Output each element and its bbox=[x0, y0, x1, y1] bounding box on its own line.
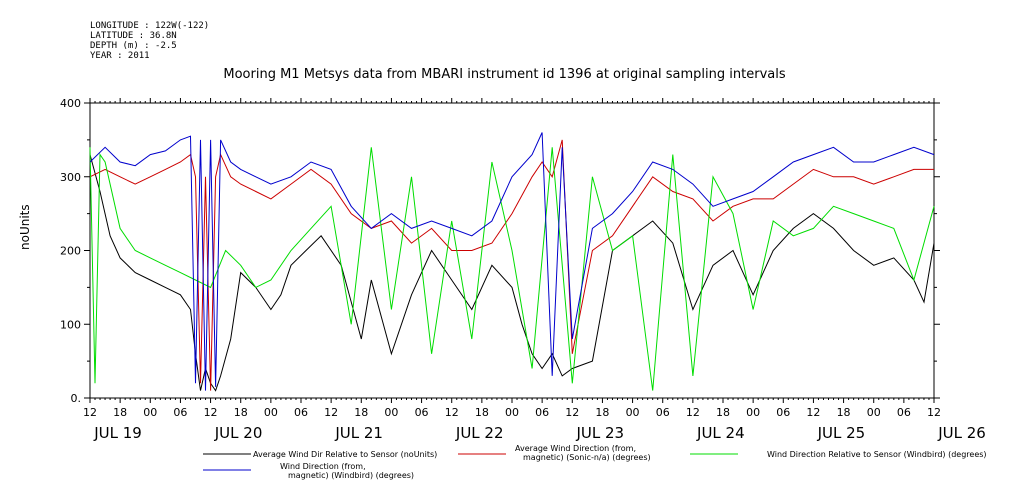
x-date-label: JUL 26 bbox=[937, 424, 986, 442]
x-hour-label: 06 bbox=[294, 406, 308, 419]
x-hour-label: 12 bbox=[83, 406, 97, 419]
x-hour-label: 12 bbox=[324, 406, 338, 419]
x-hour-label: 18 bbox=[113, 406, 127, 419]
x-date-label: JUL 25 bbox=[817, 424, 866, 442]
y-tick-label: 100 bbox=[60, 318, 81, 331]
x-hour-label: 18 bbox=[354, 406, 368, 419]
x-hour-label: 12 bbox=[686, 406, 700, 419]
x-date-label: JUL 24 bbox=[696, 424, 745, 442]
x-date-label: JUL 21 bbox=[334, 424, 383, 442]
x-hour-label: 00 bbox=[264, 406, 278, 419]
x-date-label: JUL 19 bbox=[93, 424, 142, 442]
header-metadata: LONGITUDE : 122W(-122) LATITUDE : 36.8N … bbox=[90, 21, 209, 61]
x-hour-label: 00 bbox=[746, 406, 760, 419]
x-date-label: JUL 22 bbox=[455, 424, 504, 442]
series-line-3 bbox=[89, 147, 935, 391]
y-tick-label: 400 bbox=[60, 97, 81, 110]
x-hour-label: 12 bbox=[445, 406, 459, 419]
x-hour-label: 06 bbox=[656, 406, 670, 419]
depth-line: DEPTH (m) : -2.5 bbox=[90, 41, 177, 51]
x-hour-label: 18 bbox=[837, 406, 851, 419]
y-tick-label: 300 bbox=[60, 171, 81, 184]
x-hour-label: 06 bbox=[897, 406, 911, 419]
x-hour-label: 00 bbox=[867, 406, 881, 419]
legend: Average Wind Dir Relative to Sensor (noU… bbox=[203, 444, 987, 480]
series-line-2 bbox=[89, 139, 934, 391]
longitude-line: LONGITUDE : 122W(-122) bbox=[90, 21, 210, 31]
x-hour-label: 18 bbox=[234, 406, 248, 419]
legend-label-2-cont: magnetic) (Sonic-n/a) (degrees) bbox=[523, 453, 651, 462]
y-tick-label: 0. bbox=[71, 392, 82, 405]
x-hour-label: 06 bbox=[173, 406, 187, 419]
x-hour-label: 00 bbox=[384, 406, 398, 419]
series-line-4 bbox=[89, 132, 935, 391]
legend-label-3: Wind Direction Relative to Sensor (Windb… bbox=[767, 450, 987, 459]
legend-label-1: Average Wind Dir Relative to Sensor (noU… bbox=[253, 450, 437, 459]
series-line-1 bbox=[89, 154, 935, 392]
x-hour-label: 06 bbox=[535, 406, 549, 419]
x-hour-label: 18 bbox=[595, 406, 609, 419]
latitude-line: LATITUDE : 36.8N bbox=[90, 31, 177, 41]
series-group bbox=[89, 132, 935, 392]
x-hour-label: 06 bbox=[415, 406, 429, 419]
axes-group: 0. 100 200 300 400 12 18 00 06 12 18 00 06 12 18 00 06 12… bbox=[60, 97, 986, 442]
x-hour-label: 00 bbox=[505, 406, 519, 419]
year-line: YEAR : 2011 bbox=[90, 51, 150, 61]
x-hour-label: 12 bbox=[806, 406, 820, 419]
x-hour-label: 18 bbox=[716, 406, 730, 419]
x-hour-label: 18 bbox=[475, 406, 489, 419]
x-hour-label: 12 bbox=[927, 406, 941, 419]
legend-label-4-cont: magnetic) (Windbird) (degrees) bbox=[288, 471, 414, 480]
legend-label-4: Wind Direction (from, bbox=[280, 462, 366, 471]
chart-title: Mooring M1 Metsys data from MBARI instru… bbox=[223, 67, 786, 82]
x-hour-label: 06 bbox=[776, 406, 790, 419]
x-hour-label: 12 bbox=[204, 406, 218, 419]
x-date-label: JUL 20 bbox=[214, 424, 263, 442]
x-hour-label: 12 bbox=[565, 406, 579, 419]
legend-label-2: Average Wind Direction (from, bbox=[515, 444, 636, 453]
x-hour-label: 00 bbox=[626, 406, 640, 419]
x-date-label: JUL 23 bbox=[575, 424, 624, 442]
y-tick-label: 200 bbox=[60, 245, 81, 258]
x-hour-label: 00 bbox=[143, 406, 157, 419]
